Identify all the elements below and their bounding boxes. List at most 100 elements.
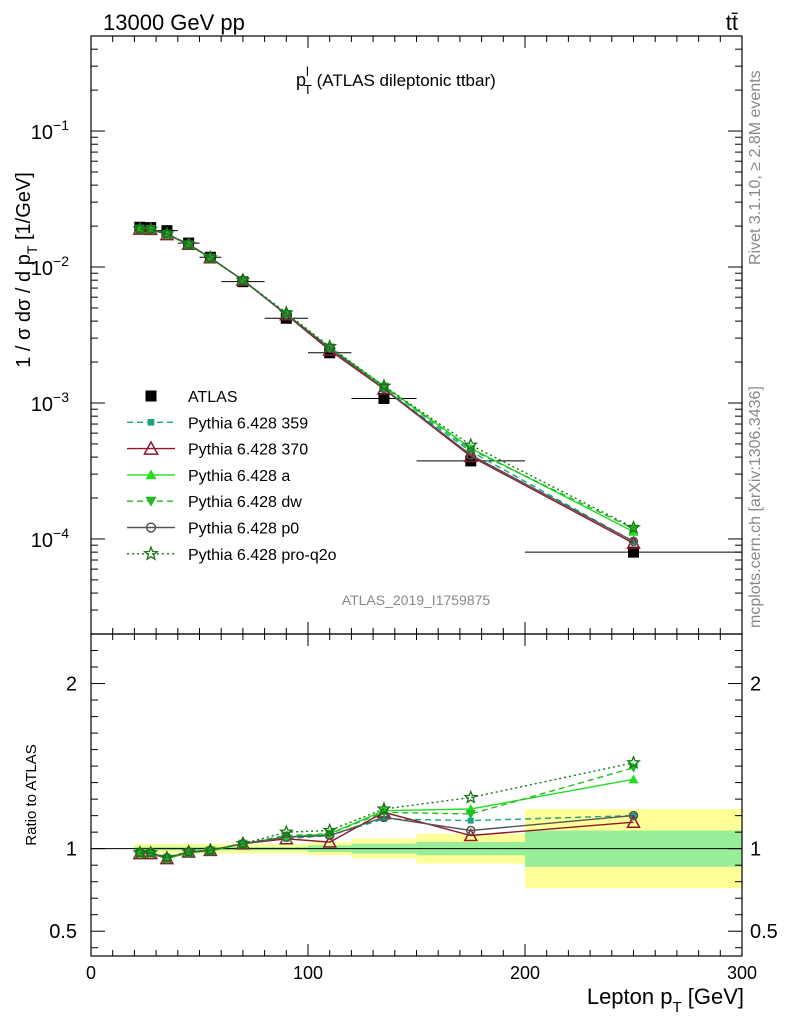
main-y-axis-label: 1 / σ dσ / d pT [1/GeV]	[13, 172, 40, 368]
data-point	[324, 343, 335, 353]
ratio-point	[159, 849, 175, 865]
data-point	[181, 236, 197, 251]
ratio-point	[626, 814, 641, 828]
x-tick-label: 0	[86, 963, 96, 983]
y-tick-base: 10	[31, 122, 53, 144]
data-point	[378, 392, 390, 404]
y-tick-label: 10−4	[31, 525, 69, 552]
legend-label: Pythia 6.428 p0	[188, 521, 299, 538]
data-point	[202, 249, 218, 265]
y-tick-base: 10	[31, 258, 53, 280]
legend-label: Pythia 6.428 dw	[188, 494, 302, 511]
legend-label: Pythia 6.428 a	[188, 468, 290, 485]
ratio-point	[181, 844, 197, 859]
x-tick-label: 200	[510, 963, 540, 983]
x-tick-label: 300	[727, 963, 757, 983]
data-point	[379, 383, 389, 394]
data-point	[281, 309, 292, 320]
ratio-point	[465, 809, 476, 819]
ratio-y-tick-label-left: 0.5	[49, 921, 77, 943]
series-pythia-6-428-a	[134, 224, 639, 536]
ratio-point	[322, 834, 337, 848]
legend-marker	[143, 440, 159, 455]
ratio-point	[463, 827, 479, 842]
y-tick-exponent: −2	[53, 253, 69, 269]
ratio-frame	[90, 633, 743, 957]
y-tick-base: 10	[31, 394, 53, 416]
ratio-y-tick-label-left: 1	[66, 839, 77, 861]
legend-marker	[145, 390, 157, 402]
ratio-y-axis-label: Ratio to ATLAS	[23, 744, 40, 845]
ratio-point	[235, 835, 251, 851]
x-tick-label: 100	[293, 963, 323, 983]
main-title: pl T (ATLAS dileptonic ttbar)	[296, 64, 496, 97]
ratio-point	[202, 842, 218, 857]
ratio-point	[626, 755, 641, 770]
legend-label: Pythia 6.428 370	[188, 442, 308, 459]
ratio-point	[376, 801, 392, 816]
data-point	[628, 546, 639, 558]
ratio-point	[379, 812, 389, 823]
analysis-watermark: ATLAS_2019_I1759875	[342, 592, 491, 608]
legend-entry: Pythia 6.428 359	[127, 415, 308, 432]
legend-marker	[145, 469, 157, 480]
data-point	[143, 221, 159, 236]
y-tick-exponent: −4	[53, 525, 69, 541]
y-tick-label: 10−3	[31, 389, 69, 416]
data-point	[463, 437, 479, 452]
legend-entry: Pythia 6.428 370	[127, 440, 308, 459]
y-tick-label: 10−1	[31, 117, 69, 144]
series-line	[139, 228, 634, 529]
legend-entry: ATLAS	[145, 389, 238, 406]
legend-label: ATLAS	[188, 389, 238, 406]
ratio-y-tick-label-left: 2	[66, 674, 77, 696]
data-point	[628, 536, 639, 547]
y-tick-exponent: −1	[53, 117, 69, 133]
ratio-y-tick-label-right: 1	[750, 839, 761, 861]
ratio-point	[143, 845, 159, 860]
legend-label: Pythia 6.428 pro-q2o	[188, 547, 337, 564]
main-frame	[90, 35, 743, 635]
site-label: mcplots.cern.ch [arXiv:1306.3436]	[747, 386, 764, 628]
ratio-y-tick-label-right: 0.5	[750, 921, 778, 943]
data-point	[376, 378, 392, 393]
series-pythia-6-428-pro-q2o	[132, 221, 641, 535]
ratio-point	[466, 825, 476, 836]
data-point	[278, 305, 294, 320]
legend-marker	[145, 522, 157, 533]
legend-entry: Pythia 6.428 pro-q2o	[127, 545, 337, 564]
ratio-point	[322, 822, 338, 837]
legend: ATLAS Pythia 6.428 359 Pythia 6.428 370 Pyt…	[127, 389, 337, 564]
x-axis-label: Lepton pT [GeV]	[587, 984, 744, 1016]
ratio-point	[278, 824, 294, 839]
series-pythia-6-428-dw	[134, 224, 639, 534]
ratio-point	[463, 789, 479, 804]
series-line	[139, 228, 634, 533]
legend-marker	[145, 496, 157, 507]
legend-marker	[143, 545, 159, 561]
ratio-series-pythia-6-428-pro-q2o	[132, 755, 641, 865]
ratio-panel: 0 100 200 300 0.5 0.5 1 1 2 2	[49, 633, 778, 983]
ratio-line	[139, 762, 634, 859]
data-point	[466, 450, 476, 460]
data-point	[626, 519, 641, 535]
ratio-point	[467, 817, 474, 824]
y-tick-label: 10−2	[31, 253, 69, 280]
data-point	[626, 535, 641, 549]
y-tick-exponent: −3	[53, 389, 69, 405]
y-tick-base: 10	[31, 530, 53, 552]
header-right: tt̄	[726, 10, 738, 35]
data-point	[322, 338, 338, 353]
legend-entry: Pythia 6.428 a	[127, 468, 290, 485]
legend-marker	[147, 419, 155, 426]
header-left: 13000 GeV pp	[103, 10, 245, 35]
data-point	[235, 272, 251, 287]
legend-entry: Pythia 6.428 dw	[127, 494, 302, 511]
legend-label: Pythia 6.428 359	[188, 415, 308, 432]
data-point	[628, 524, 639, 534]
ratio-y-tick-label-right: 2	[750, 674, 761, 696]
legend-entry: Pythia 6.428 p0	[127, 521, 299, 538]
data-point	[159, 226, 175, 241]
ratio-point	[183, 848, 194, 858]
